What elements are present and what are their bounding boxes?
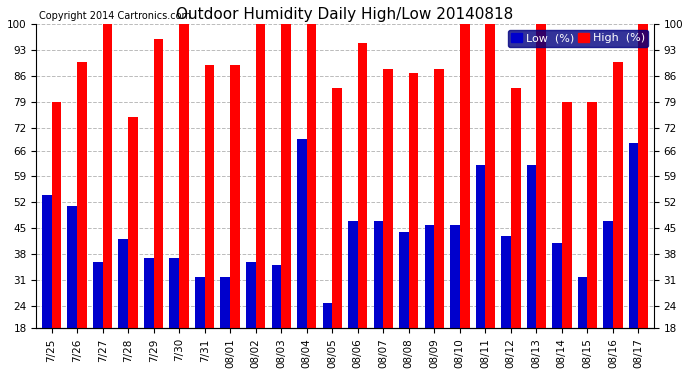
Bar [408,73,418,328]
Bar [587,102,597,328]
Bar [562,102,571,328]
Bar [205,65,215,328]
Bar [526,165,536,328]
Bar [128,117,138,328]
Bar [246,262,256,328]
Bar [52,102,61,328]
Bar [399,232,408,328]
Bar [434,69,444,328]
Bar [119,240,128,328]
Bar [613,62,622,328]
Bar [256,24,266,328]
Bar [485,24,495,328]
Bar [230,65,240,328]
Text: Copyright 2014 Cartronics.com: Copyright 2014 Cartronics.com [39,11,191,21]
Bar [578,277,587,328]
Bar [93,262,103,328]
Bar [221,277,230,328]
Bar [638,24,648,328]
Bar [450,225,460,328]
Bar [333,87,342,328]
Bar [195,277,205,328]
Bar [77,62,87,328]
Bar [629,143,638,328]
Bar [536,24,546,328]
Bar [170,258,179,328]
Bar [179,24,189,328]
Bar [42,195,52,328]
Bar [282,24,291,328]
Bar [103,24,112,328]
Bar [357,43,368,328]
Bar [603,221,613,328]
Title: Outdoor Humidity Daily High/Low 20140818: Outdoor Humidity Daily High/Low 20140818 [177,7,513,22]
Bar [511,87,520,328]
Bar [552,243,562,328]
Legend: Low  (%), High  (%): Low (%), High (%) [508,30,648,47]
Bar [68,206,77,328]
Bar [154,39,164,328]
Bar [322,303,333,328]
Bar [297,140,307,328]
Bar [307,24,317,328]
Bar [383,69,393,328]
Bar [460,24,469,328]
Bar [424,225,434,328]
Bar [501,236,511,328]
Bar [348,221,357,328]
Bar [144,258,154,328]
Bar [373,221,383,328]
Bar [272,266,282,328]
Bar [475,165,485,328]
